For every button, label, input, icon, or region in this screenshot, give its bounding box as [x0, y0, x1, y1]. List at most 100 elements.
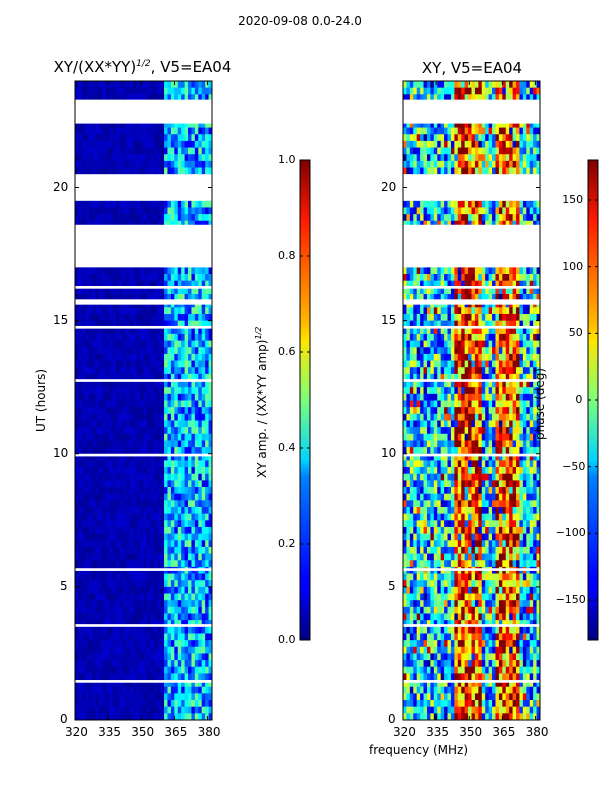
heatmap-cell: [153, 633, 158, 641]
heatmap-cell: [420, 167, 424, 175]
heatmap-cell: [126, 640, 131, 648]
heatmap-cell: [164, 586, 168, 594]
heatmap-cell: [423, 214, 428, 222]
heatmap-cell: [198, 540, 203, 548]
heatmap-cell: [122, 467, 127, 475]
heatmap-cell: [85, 347, 90, 355]
heatmap-cell: [416, 207, 421, 215]
heatmap-cell: [150, 606, 155, 614]
heatmap-cell: [170, 373, 175, 381]
heatmap-cell: [133, 380, 138, 388]
heatmap-cell: [184, 606, 189, 614]
heatmap-cell: [92, 140, 96, 148]
heatmap-cell: [92, 214, 96, 222]
heatmap-cell: [136, 400, 141, 408]
heatmap-cell: [174, 287, 179, 295]
heatmap-cell: [92, 706, 96, 714]
heatmap-cell: [126, 533, 131, 541]
heatmap-cell: [129, 160, 134, 168]
heatmap-cell: [157, 367, 162, 375]
heatmap-cell: [116, 573, 120, 581]
heatmap-cell: [177, 120, 182, 128]
heatmap-cell: [164, 313, 168, 322]
heatmap-cell: [119, 686, 124, 694]
heatmap-cell: [75, 706, 79, 714]
heatmap-cell: [167, 147, 172, 155]
heatmap-cell: [95, 373, 100, 381]
heatmap-cell: [194, 87, 199, 95]
heatmap-cell: [198, 287, 203, 295]
heatmap-cell: [143, 613, 148, 621]
heatmap-cell: [109, 140, 114, 148]
heatmap-cell: [136, 313, 141, 322]
heatmap-cell: [170, 154, 175, 162]
heatmap-cell: [160, 620, 165, 628]
heatmap-cell: [126, 347, 131, 355]
heatmap-cell: [88, 606, 93, 614]
heatmap-cell: [116, 120, 120, 128]
heatmap-cell: [177, 307, 182, 315]
heatmap-cell: [98, 207, 103, 215]
heatmap-cell: [105, 407, 110, 415]
heatmap-cell: [191, 573, 196, 581]
heatmap-cell: [208, 393, 212, 401]
heatmap-cell: [109, 420, 114, 428]
heatmap-cell: [174, 407, 179, 415]
heatmap-cell: [136, 580, 141, 588]
heatmap-cell: [194, 666, 199, 674]
heatmap-cell: [533, 154, 537, 162]
heatmap-cell: [174, 666, 179, 674]
heatmap-cell: [85, 120, 90, 128]
heatmap-cell: [146, 580, 151, 588]
heatmap-cell: [95, 606, 100, 614]
heatmap-cell: [92, 134, 96, 142]
heatmap-cell: [116, 606, 120, 614]
heatmap-cell: [174, 167, 179, 175]
heatmap-cell: [88, 653, 93, 661]
heatmap-cell: [188, 320, 192, 328]
heatmap-cell: [181, 526, 185, 535]
heatmap-cell: [167, 680, 172, 688]
heatmap-cell: [116, 600, 120, 608]
heatmap-cell: [423, 154, 428, 162]
heatmap-cell: [78, 94, 83, 102]
heatmap-cell: [536, 81, 540, 89]
heatmap-cell: [188, 267, 192, 275]
heatmap-cell: [184, 613, 189, 621]
heatmap-cell: [509, 200, 513, 208]
heatmap-cell: [95, 207, 100, 215]
heatmap-cell: [160, 686, 165, 694]
heatmap-cell: [170, 134, 175, 142]
heatmap-cell: [184, 713, 189, 720]
heatmap-cell: [198, 280, 203, 288]
heatmap-cell: [98, 613, 103, 621]
heatmap-cell: [112, 320, 117, 328]
heatmap-cell: [184, 513, 189, 521]
heatmap-cell: [81, 586, 86, 594]
heatmap-cell: [150, 400, 155, 408]
heatmap-cell: [498, 214, 503, 222]
heatmap-cell: [181, 487, 185, 495]
heatmap-cell: [181, 553, 185, 561]
heatmap-cell: [164, 606, 168, 614]
heatmap-cell: [164, 460, 168, 468]
heatmap-cell: [198, 553, 203, 561]
heatmap-cell: [78, 467, 83, 475]
heatmap-cell: [194, 134, 199, 142]
heatmap-cell: [157, 640, 162, 648]
heatmap-cell: [181, 626, 185, 634]
heatmap-cell: [160, 593, 165, 601]
heatmap-cell: [129, 294, 134, 302]
heatmap-cell: [105, 600, 110, 608]
heatmap-cell: [208, 220, 212, 228]
heatmap-cell: [112, 420, 117, 428]
heatmap-cell: [133, 493, 138, 501]
heatmap-cell: [194, 453, 199, 461]
heatmap-cell: [102, 520, 107, 528]
heatmap-cell: [191, 207, 196, 215]
heatmap-cell: [181, 633, 185, 641]
heatmap-cell: [112, 480, 117, 488]
heatmap-cell: [146, 393, 151, 401]
heatmap-cell: [194, 353, 199, 361]
heatmap-cell: [81, 526, 86, 535]
